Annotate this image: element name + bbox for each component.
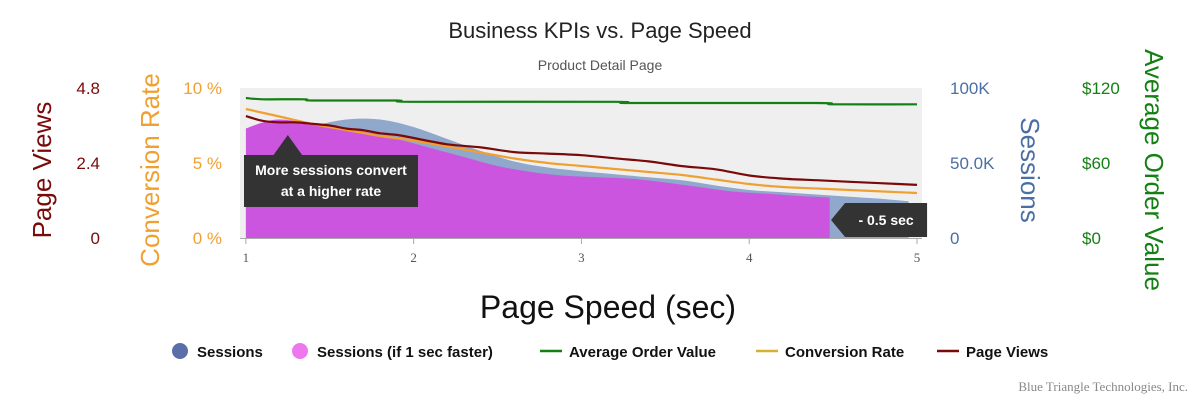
x-axis-title: Page Speed (sec) xyxy=(480,289,736,325)
x-tick-label: 3 xyxy=(578,250,585,265)
credit-text: Blue Triangle Technologies, Inc. xyxy=(1018,379,1188,394)
sessions-if-1-sec-faster-area xyxy=(245,119,830,238)
legend-conversion-rate-label: Conversion Rate xyxy=(785,344,904,361)
x-axis: 1 2 3 4 5 xyxy=(240,238,922,265)
annotation-half-second-arrow xyxy=(831,203,928,237)
sessions-tick-label: 100K xyxy=(950,79,990,98)
legend-page-views-label: Page Views xyxy=(966,344,1048,361)
x-tick-label: 4 xyxy=(746,250,753,265)
average-order-value-tick-label: $60 xyxy=(1082,154,1110,173)
average-order-value-axis-title: Average Order Value xyxy=(1139,49,1169,291)
legend-sessions-if-1-sec-faster-marker xyxy=(292,343,308,359)
annotation-half-second: - 0.5 sec xyxy=(831,203,928,237)
y-axes: 0 2.4 4.8 Page Views 0 % 5 % 10 % Conversion Ra… xyxy=(27,49,1169,291)
legend-sessions-if-1-sec-faster-label: Sessions (if 1 sec faster) xyxy=(317,344,493,361)
page-views-tick-label: 0 xyxy=(91,229,100,248)
legend-sessions-label: Sessions xyxy=(197,344,263,361)
area-series-group xyxy=(245,118,909,238)
annotation-more-sessions-line1: More sessions convert xyxy=(255,162,407,178)
conversion-rate-tick-label: 5 % xyxy=(193,154,222,173)
page-views-line xyxy=(245,115,918,186)
page-views-tick-label: 2.4 xyxy=(76,154,100,173)
x-tick-label: 1 xyxy=(243,250,250,265)
annotation-half-second-label: - 0.5 sec xyxy=(858,212,913,228)
conversion-rate-axis-title: Conversion Rate xyxy=(135,73,165,267)
chart-title: Business KPIs vs. Page Speed xyxy=(448,18,751,43)
average-order-value-tick-label: $0 xyxy=(1082,229,1101,248)
annotation-more-sessions-pointer xyxy=(272,135,303,156)
sessions-tick-label: 50.0K xyxy=(950,154,995,173)
legend-average-order-value-label: Average Order Value xyxy=(569,344,716,361)
x-tick-label: 5 xyxy=(914,250,921,265)
annotation-more-sessions-line2: at a higher rate xyxy=(281,183,382,199)
sessions-axis-title: Sessions xyxy=(1015,117,1045,223)
page-views-tick-label: 4.8 xyxy=(76,79,100,98)
sessions-tick-label: 0 xyxy=(950,229,959,248)
legend: Sessions Sessions (if 1 sec faster) Averag… xyxy=(172,343,1048,361)
x-tick-label: 2 xyxy=(410,250,417,265)
average-order-value-line xyxy=(245,96,918,106)
conversion-rate-tick-label: 0 % xyxy=(193,229,222,248)
page-views-axis-title: Page Views xyxy=(27,102,57,239)
conversion-rate-line xyxy=(245,107,918,195)
chart-subtitle: Product Detail Page xyxy=(538,57,663,73)
conversion-rate-tick-label: 10 % xyxy=(183,79,222,98)
average-order-value-tick-label: $120 xyxy=(1082,79,1120,98)
legend-sessions-marker xyxy=(172,343,188,359)
annotation-more-sessions-box xyxy=(244,155,418,207)
annotation-more-sessions: More sessions convert at a higher rate xyxy=(244,135,418,207)
line-series-group xyxy=(245,96,918,195)
